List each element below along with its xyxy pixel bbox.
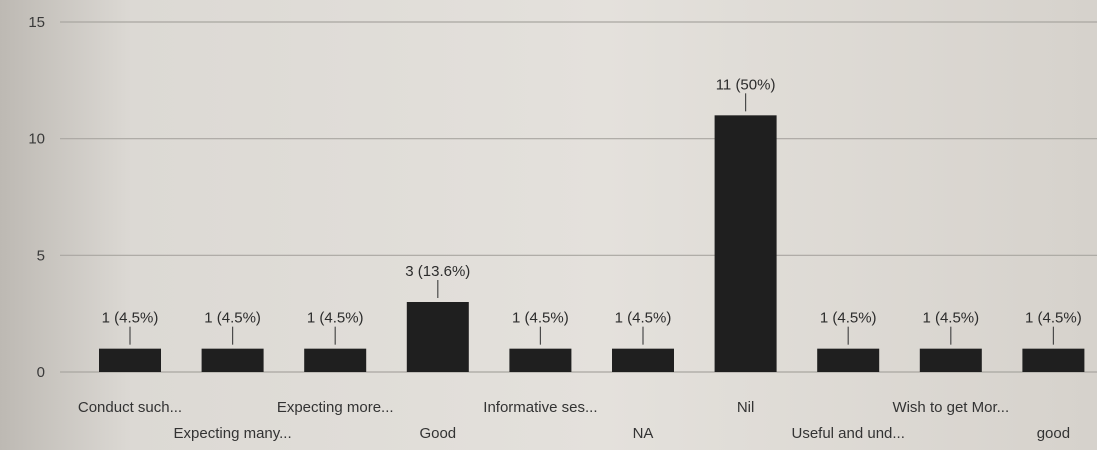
y-tick-label: 15 — [28, 14, 45, 31]
data-labels: 1 (4.5%) 1 (4.5%) 1 (4.5%) 3 (13.6%) 1 (4.5%… — [102, 76, 1082, 345]
y-axis-ticks: 0 5 10 15 — [28, 14, 45, 381]
data-label: 3 (13.6%) — [405, 263, 470, 280]
bar — [919, 348, 982, 372]
x-tick-label: Expecting more... — [277, 399, 394, 416]
bar — [99, 348, 161, 372]
bar — [201, 348, 264, 372]
bars — [99, 115, 1085, 372]
data-label: 1 (4.5%) — [512, 310, 569, 327]
y-tick-label: 0 — [37, 364, 45, 381]
x-tick-label: Informative ses... — [483, 399, 597, 416]
data-label: 11 (50%) — [716, 76, 776, 93]
data-label: 1 (4.5%) — [204, 310, 261, 327]
x-axis-labels: Conduct such... Expecting many... Expectin… — [78, 399, 1070, 442]
x-tick-label: Nil — [737, 399, 755, 416]
bar — [406, 302, 469, 372]
y-tick-label: 5 — [37, 247, 45, 264]
bar — [612, 348, 674, 372]
x-tick-label: Useful and und... — [791, 425, 904, 442]
data-label: 1 (4.5%) — [820, 310, 877, 327]
data-label: 1 (4.5%) — [1025, 310, 1082, 327]
x-tick-label: NA — [633, 425, 654, 442]
bar — [817, 348, 880, 372]
bar — [509, 348, 572, 372]
data-label: 1 (4.5%) — [102, 310, 159, 327]
x-tick-label: Conduct such... — [78, 399, 182, 416]
x-tick-label: good — [1037, 425, 1070, 442]
y-tick-label: 10 — [28, 131, 45, 148]
data-label: 1 (4.5%) — [307, 310, 364, 327]
data-label: 1 (4.5%) — [615, 310, 672, 327]
x-tick-label: Good — [419, 425, 456, 442]
data-label: 1 (4.5%) — [922, 310, 979, 327]
bar — [304, 348, 367, 372]
bar — [714, 115, 777, 372]
x-tick-label: Wish to get Mor... — [892, 399, 1009, 416]
x-tick-label: Expecting many... — [174, 425, 292, 442]
bar — [1022, 348, 1085, 372]
